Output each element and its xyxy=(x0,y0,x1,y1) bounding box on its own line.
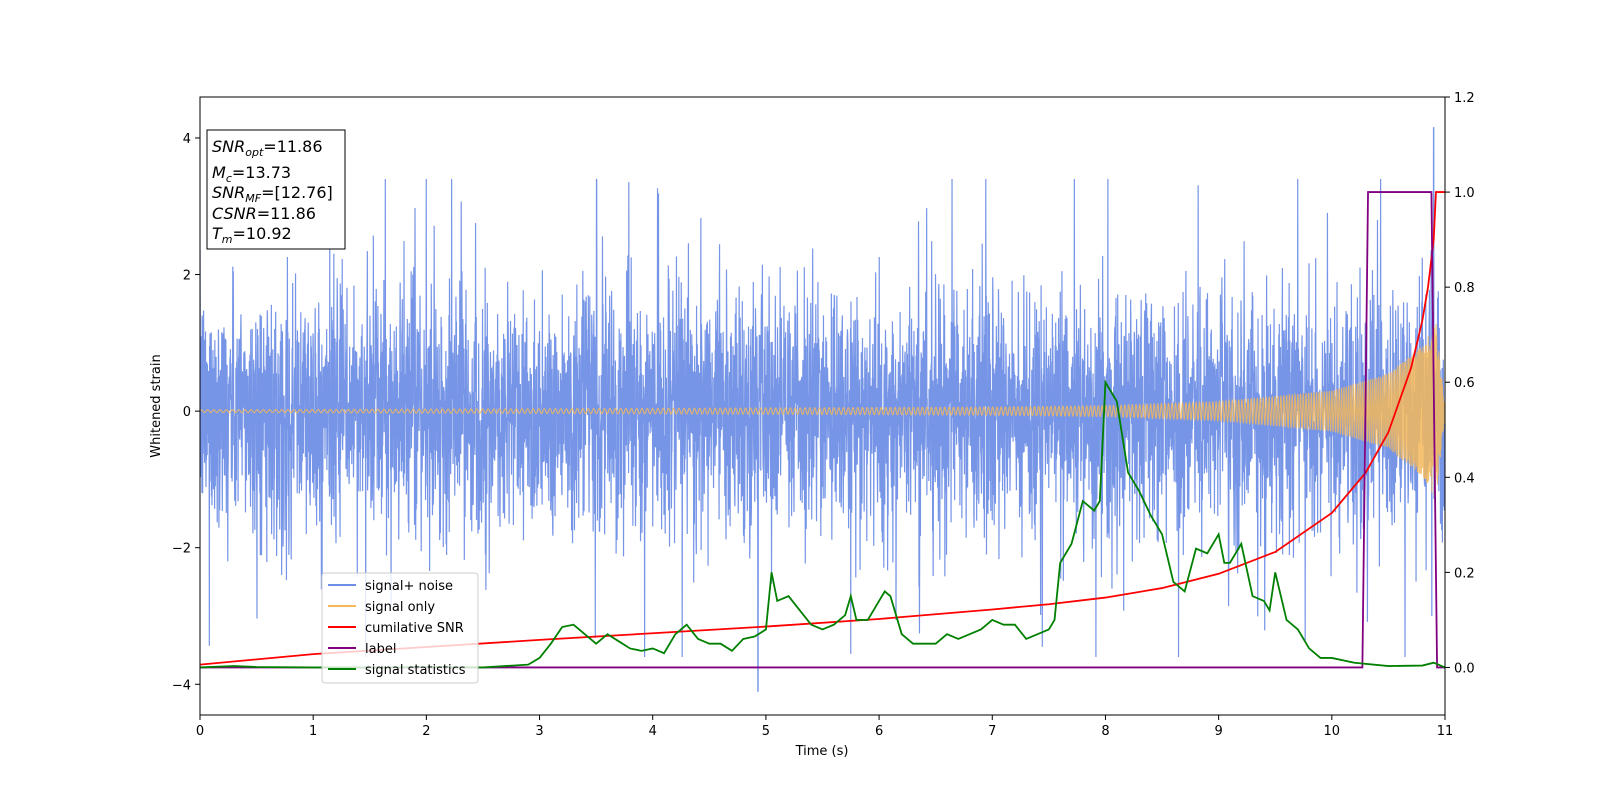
x-tick-label: 6 xyxy=(875,724,883,739)
legend-label: cumilative SNR xyxy=(365,621,464,636)
x-tick-label: 2 xyxy=(422,724,430,739)
legend-label: signal only xyxy=(365,600,435,615)
legend-label: label xyxy=(365,642,396,657)
y2-tick-label: 0.6 xyxy=(1454,376,1475,391)
y-axis-left: −4 −2 0 2 4 xyxy=(172,132,200,693)
x-tick-label: 4 xyxy=(649,724,657,739)
y-tick-label: −4 xyxy=(172,678,191,693)
y-tick-label: −2 xyxy=(172,542,191,557)
y2-tick-label: 1.2 xyxy=(1454,91,1475,106)
y2-tick-label: 1.0 xyxy=(1454,186,1475,201)
axes-frame xyxy=(199,96,1446,716)
annotation-line: Tm=10.92 xyxy=(212,224,292,246)
y-axis-label: Whitened strain xyxy=(149,354,164,457)
series-layer xyxy=(200,127,1445,692)
signal-only-line xyxy=(200,323,1445,497)
annotation-line: Mc=13.73 xyxy=(212,163,291,185)
legend-label: signal statistics xyxy=(365,663,466,678)
y-tick-label: 4 xyxy=(183,132,191,147)
annotation-line: SNRMF=[12.76] xyxy=(212,183,333,205)
y2-tick-label: 0.0 xyxy=(1454,661,1475,676)
annotation-box: SNRopt=11.86 Mc=13.73SNRMF=[12.76]CSNR=11… xyxy=(206,129,346,250)
plot-area xyxy=(200,127,1445,692)
x-tick-label: 9 xyxy=(1214,724,1222,739)
legend: signal+ noise signal only cumilative SNR la… xyxy=(321,572,479,684)
x-axis: 0 1 2 3 4 5 6 7 8 9 10 11 xyxy=(196,715,1453,739)
y-axis-right: 0.0 0.2 0.4 0.6 0.8 1.0 1.2 xyxy=(1445,91,1475,676)
x-tick-label: 7 xyxy=(988,724,996,739)
x-tick-label: 3 xyxy=(535,724,543,739)
label-line xyxy=(200,191,1445,669)
annotation-box-frame xyxy=(206,129,346,250)
x-tick-label: 11 xyxy=(1437,724,1454,739)
signal-statistics-line xyxy=(200,379,1445,669)
x-tick-label: 0 xyxy=(196,724,204,739)
y-tick-label: 2 xyxy=(183,269,191,284)
x-axis-label: Time (s) xyxy=(795,744,849,759)
cumulative-snr-line xyxy=(200,191,1445,666)
legend-frame xyxy=(321,572,479,684)
y2-tick-label: 0.4 xyxy=(1454,471,1475,486)
signal-noise-line xyxy=(200,127,1445,692)
x-tick-label: 10 xyxy=(1324,724,1341,739)
x-tick-label: 8 xyxy=(1101,724,1109,739)
y2-tick-label: 0.8 xyxy=(1454,281,1475,296)
annotation-line: CSNR=11.86 xyxy=(212,204,316,223)
x-tick-label: 1 xyxy=(309,724,317,739)
y2-tick-label: 0.2 xyxy=(1454,566,1475,581)
x-tick-label: 5 xyxy=(762,724,770,739)
legend-label: signal+ noise xyxy=(365,579,453,594)
y-tick-label: 0 xyxy=(183,405,191,420)
annotation-line: SNRopt=11.86 xyxy=(212,137,323,159)
